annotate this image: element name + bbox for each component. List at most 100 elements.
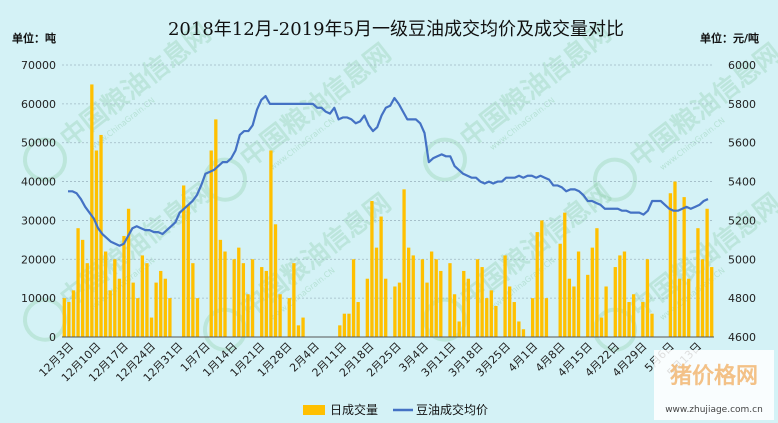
bar xyxy=(136,298,140,337)
bar xyxy=(342,313,347,337)
bar xyxy=(278,294,282,337)
bar xyxy=(466,278,471,337)
y-tick-right: 5200 xyxy=(728,214,756,227)
bar xyxy=(370,201,374,337)
bar xyxy=(673,181,677,337)
y-tick-left: 20000 xyxy=(21,253,56,266)
bar xyxy=(269,150,273,337)
chart-title: 2018年12月-2019年5月一级豆油成交均价及成交量对比 xyxy=(168,19,624,40)
x-tick-label: 4月1日 xyxy=(506,340,541,375)
bar xyxy=(402,189,406,337)
bar xyxy=(530,298,535,337)
bar xyxy=(563,212,567,337)
left-axis-unit: 单位：吨 xyxy=(12,31,56,45)
bar xyxy=(260,267,264,337)
bar xyxy=(411,255,415,337)
bar xyxy=(668,193,673,337)
bar xyxy=(645,259,650,337)
legend-swatch-bar xyxy=(303,405,325,415)
bar xyxy=(379,216,383,337)
bar xyxy=(622,251,627,337)
bar xyxy=(131,282,135,337)
bar xyxy=(94,150,99,337)
bar xyxy=(287,298,291,337)
bar xyxy=(163,278,167,337)
y-tick-right: 5000 xyxy=(728,253,756,266)
bar xyxy=(595,228,599,337)
bar xyxy=(159,270,163,337)
bar xyxy=(650,313,654,337)
bar xyxy=(567,278,572,337)
zhujiage-stamp: 猪价格网 www.zhujiage.com.cn xyxy=(654,350,774,420)
bar xyxy=(558,243,562,337)
bar xyxy=(393,286,397,337)
bar xyxy=(604,286,608,337)
bar xyxy=(246,294,250,337)
bar xyxy=(572,286,576,337)
bar xyxy=(122,235,126,337)
bar xyxy=(710,267,714,337)
bar xyxy=(434,259,438,337)
bar xyxy=(99,134,103,337)
legend-label-bar: 日成交量 xyxy=(330,402,378,417)
y-tick-left: 40000 xyxy=(21,176,56,189)
watermark-logo-icon xyxy=(22,297,67,342)
bar xyxy=(485,298,489,337)
bar xyxy=(273,224,278,337)
bar xyxy=(687,278,691,337)
y-tick-left: 70000 xyxy=(21,59,56,72)
bar xyxy=(71,290,76,337)
bar xyxy=(462,270,466,337)
bar xyxy=(696,228,700,337)
bar xyxy=(407,247,411,337)
bar xyxy=(182,185,186,337)
bar xyxy=(480,267,484,337)
bar xyxy=(397,282,402,337)
bar xyxy=(149,317,154,337)
bar xyxy=(67,302,71,337)
bar xyxy=(618,255,622,337)
bar xyxy=(186,204,190,337)
bar xyxy=(76,228,80,337)
bar xyxy=(301,317,305,337)
bar xyxy=(425,282,429,337)
y-tick-left: 60000 xyxy=(21,98,56,111)
bar xyxy=(241,263,246,337)
bar xyxy=(641,302,645,337)
bar xyxy=(117,278,122,337)
right-axis-unit: 单位：元/吨 xyxy=(700,31,759,45)
legend: 日成交量 豆油成交均价 xyxy=(303,402,488,417)
bar xyxy=(613,267,617,337)
bar xyxy=(90,84,94,338)
bar xyxy=(448,263,452,337)
y-tick-right: 5600 xyxy=(728,137,756,150)
bar xyxy=(140,255,145,337)
bar xyxy=(338,325,342,337)
bar xyxy=(81,239,85,337)
bar-series xyxy=(62,84,714,338)
y-tick-right: 5800 xyxy=(728,98,756,111)
bar xyxy=(384,278,388,337)
watermark-logo-icon xyxy=(592,307,637,352)
bar xyxy=(599,317,604,337)
bar xyxy=(108,290,112,337)
bar xyxy=(168,298,172,337)
bar xyxy=(677,278,682,337)
bar xyxy=(586,274,590,337)
bar xyxy=(218,239,223,337)
bar xyxy=(576,251,581,337)
bar xyxy=(351,259,356,337)
bar xyxy=(540,220,544,337)
bar xyxy=(700,259,705,337)
bar xyxy=(517,321,521,337)
bar xyxy=(264,270,268,337)
bar xyxy=(347,313,351,337)
bar xyxy=(494,305,498,337)
bar xyxy=(429,251,434,337)
bar xyxy=(457,321,461,337)
bar xyxy=(154,282,158,337)
